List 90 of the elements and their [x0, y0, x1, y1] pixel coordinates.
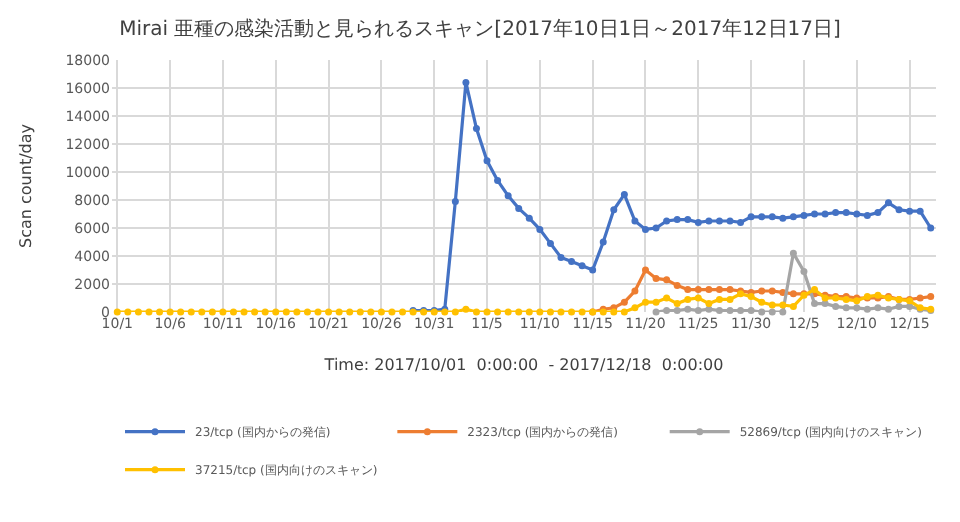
point — [737, 307, 745, 315]
point — [906, 302, 914, 310]
point — [631, 287, 639, 295]
point — [884, 305, 892, 313]
point — [641, 266, 649, 274]
point — [663, 217, 671, 225]
point — [842, 304, 850, 312]
point — [747, 307, 755, 315]
point — [842, 209, 850, 217]
point — [874, 209, 882, 217]
point — [768, 287, 776, 295]
point — [726, 286, 734, 294]
point — [504, 192, 512, 200]
point — [705, 217, 713, 225]
x-axis-title: Time: 2017/10/01 0:00:00 - 2017/12/18 0:00:00 — [322, 356, 724, 375]
point — [472, 125, 480, 133]
point — [916, 294, 924, 302]
point — [546, 239, 554, 247]
point — [726, 307, 734, 315]
point — [483, 157, 491, 165]
point — [789, 249, 797, 257]
point — [673, 281, 681, 289]
point — [673, 307, 681, 315]
point — [747, 213, 755, 221]
point — [673, 216, 681, 224]
point — [916, 207, 924, 215]
point — [758, 287, 766, 295]
point — [789, 290, 797, 298]
chart-title: Mirai 亜種の感染活動と見られるスキャン[2017年10日1日～2017年12日17日] — [119, 16, 842, 41]
point — [694, 286, 702, 294]
point — [663, 276, 671, 284]
point — [610, 206, 618, 214]
point — [895, 206, 903, 214]
point — [768, 308, 776, 316]
point — [737, 218, 745, 226]
point — [578, 262, 586, 270]
point — [853, 304, 861, 312]
point — [589, 266, 597, 274]
point — [684, 216, 692, 224]
point — [895, 302, 903, 310]
point — [652, 224, 660, 232]
point — [863, 305, 871, 313]
point — [832, 209, 840, 217]
point — [758, 308, 766, 316]
point — [811, 210, 819, 218]
point — [684, 286, 692, 294]
point — [927, 224, 935, 232]
point — [832, 302, 840, 310]
point — [652, 308, 660, 316]
point — [684, 305, 692, 313]
point — [758, 213, 766, 221]
point — [494, 176, 502, 184]
point — [631, 217, 639, 225]
y-axis-title: Scan count/day — [16, 123, 35, 248]
point — [821, 210, 829, 218]
point — [705, 305, 713, 313]
point — [620, 298, 628, 306]
point — [620, 190, 628, 198]
point — [694, 218, 702, 226]
point — [927, 293, 935, 301]
point — [525, 214, 533, 222]
point — [705, 286, 713, 294]
point — [462, 78, 470, 86]
point — [641, 225, 649, 233]
point — [821, 300, 829, 308]
point — [451, 197, 459, 205]
point — [715, 307, 723, 315]
point — [694, 307, 702, 315]
point — [536, 225, 544, 233]
point — [779, 214, 787, 222]
point — [768, 213, 776, 221]
point — [568, 258, 576, 266]
point — [906, 207, 914, 215]
point — [557, 253, 565, 261]
point — [652, 274, 660, 282]
point — [779, 308, 787, 316]
point — [884, 199, 892, 207]
point — [874, 304, 882, 312]
point — [663, 307, 671, 315]
point — [863, 211, 871, 219]
point — [715, 286, 723, 294]
point — [599, 238, 607, 246]
point — [515, 204, 523, 212]
point — [726, 217, 734, 225]
point — [789, 213, 797, 221]
point — [800, 211, 808, 219]
point — [800, 267, 808, 275]
point — [811, 300, 819, 308]
point — [715, 217, 723, 225]
point — [853, 210, 861, 218]
